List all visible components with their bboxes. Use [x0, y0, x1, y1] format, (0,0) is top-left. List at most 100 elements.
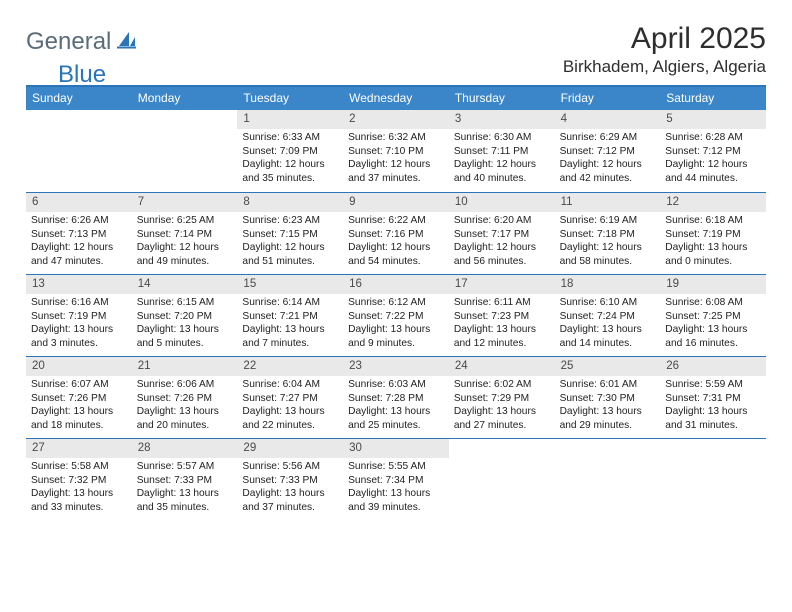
day-cell: 5Sunrise: 6:28 AMSunset: 7:12 PMDaylight…	[660, 110, 766, 192]
day-content: Sunrise: 6:18 AMSunset: 7:19 PMDaylight:…	[660, 212, 766, 272]
sunrise-line: Sunrise: 6:18 AM	[665, 214, 761, 227]
day-content: Sunrise: 6:23 AMSunset: 7:15 PMDaylight:…	[237, 212, 343, 272]
sunset-line: Sunset: 7:15 PM	[242, 228, 338, 241]
day-content: Sunrise: 5:56 AMSunset: 7:33 PMDaylight:…	[237, 458, 343, 518]
day-cell: 8Sunrise: 6:23 AMSunset: 7:15 PMDaylight…	[237, 193, 343, 274]
daylight-line: Daylight: 13 hours and 27 minutes.	[454, 405, 550, 432]
day-content: Sunrise: 6:29 AMSunset: 7:12 PMDaylight:…	[555, 129, 661, 189]
sunset-line: Sunset: 7:10 PM	[348, 145, 444, 158]
day-cell: 24Sunrise: 6:02 AMSunset: 7:29 PMDayligh…	[449, 357, 555, 438]
week-row: 6Sunrise: 6:26 AMSunset: 7:13 PMDaylight…	[26, 192, 766, 274]
sunset-line: Sunset: 7:32 PM	[31, 474, 127, 487]
day-cell: 11Sunrise: 6:19 AMSunset: 7:18 PMDayligh…	[555, 193, 661, 274]
sunrise-line: Sunrise: 6:03 AM	[348, 378, 444, 391]
sunset-line: Sunset: 7:30 PM	[560, 392, 656, 405]
sunrise-line: Sunrise: 6:08 AM	[665, 296, 761, 309]
day-cell: 17Sunrise: 6:11 AMSunset: 7:23 PMDayligh…	[449, 275, 555, 356]
day-cell: 25Sunrise: 6:01 AMSunset: 7:30 PMDayligh…	[555, 357, 661, 438]
daylight-line: Daylight: 12 hours and 42 minutes.	[560, 158, 656, 185]
day-content: Sunrise: 6:22 AMSunset: 7:16 PMDaylight:…	[343, 212, 449, 272]
month-title: April 2025	[563, 22, 766, 55]
daylight-line: Daylight: 13 hours and 29 minutes.	[560, 405, 656, 432]
sunrise-line: Sunrise: 6:32 AM	[348, 131, 444, 144]
header: General April 2025 Birkhadem, Algiers, A…	[26, 22, 766, 77]
day-number: 7	[132, 193, 238, 212]
sunset-line: Sunset: 7:23 PM	[454, 310, 550, 323]
sunset-line: Sunset: 7:12 PM	[665, 145, 761, 158]
weeks-container: 1Sunrise: 6:33 AMSunset: 7:09 PMDaylight…	[26, 110, 766, 520]
day-cell	[555, 439, 661, 520]
daylight-line: Daylight: 13 hours and 35 minutes.	[137, 487, 233, 514]
day-content: Sunrise: 6:08 AMSunset: 7:25 PMDaylight:…	[660, 294, 766, 354]
day-number: 19	[660, 275, 766, 294]
day-number: 14	[132, 275, 238, 294]
day-number: 12	[660, 193, 766, 212]
day-number: 1	[237, 110, 343, 129]
day-content: Sunrise: 5:59 AMSunset: 7:31 PMDaylight:…	[660, 376, 766, 436]
logo: General	[26, 22, 140, 56]
day-number: 23	[343, 357, 449, 376]
day-cell: 14Sunrise: 6:15 AMSunset: 7:20 PMDayligh…	[132, 275, 238, 356]
daylight-line: Daylight: 13 hours and 20 minutes.	[137, 405, 233, 432]
title-block: April 2025 Birkhadem, Algiers, Algeria	[563, 22, 766, 77]
day-number: 22	[237, 357, 343, 376]
page-root: General April 2025 Birkhadem, Algiers, A…	[0, 0, 792, 540]
daylight-line: Daylight: 12 hours and 35 minutes.	[242, 158, 338, 185]
day-number: 27	[26, 439, 132, 458]
weekday-header: Monday	[132, 87, 238, 110]
day-number: 20	[26, 357, 132, 376]
weekday-header: Thursday	[449, 87, 555, 110]
location: Birkhadem, Algiers, Algeria	[563, 57, 766, 77]
day-content: Sunrise: 6:01 AMSunset: 7:30 PMDaylight:…	[555, 376, 661, 436]
sunrise-line: Sunrise: 6:16 AM	[31, 296, 127, 309]
sunrise-line: Sunrise: 6:12 AM	[348, 296, 444, 309]
week-row: 13Sunrise: 6:16 AMSunset: 7:19 PMDayligh…	[26, 274, 766, 356]
daylight-line: Daylight: 12 hours and 40 minutes.	[454, 158, 550, 185]
day-content: Sunrise: 6:32 AMSunset: 7:10 PMDaylight:…	[343, 129, 449, 189]
day-content: Sunrise: 6:26 AMSunset: 7:13 PMDaylight:…	[26, 212, 132, 272]
calendar: SundayMondayTuesdayWednesdayThursdayFrid…	[26, 85, 766, 520]
day-content: Sunrise: 6:28 AMSunset: 7:12 PMDaylight:…	[660, 129, 766, 189]
day-cell	[449, 439, 555, 520]
day-cell: 29Sunrise: 5:56 AMSunset: 7:33 PMDayligh…	[237, 439, 343, 520]
daylight-line: Daylight: 13 hours and 9 minutes.	[348, 323, 444, 350]
sunset-line: Sunset: 7:33 PM	[242, 474, 338, 487]
day-content: Sunrise: 6:16 AMSunset: 7:19 PMDaylight:…	[26, 294, 132, 354]
day-content: Sunrise: 6:15 AMSunset: 7:20 PMDaylight:…	[132, 294, 238, 354]
daylight-line: Daylight: 13 hours and 0 minutes.	[665, 241, 761, 268]
day-number: 16	[343, 275, 449, 294]
day-number: 4	[555, 110, 661, 129]
day-content: Sunrise: 6:14 AMSunset: 7:21 PMDaylight:…	[237, 294, 343, 354]
sunset-line: Sunset: 7:17 PM	[454, 228, 550, 241]
daylight-line: Daylight: 13 hours and 22 minutes.	[242, 405, 338, 432]
sunrise-line: Sunrise: 6:28 AM	[665, 131, 761, 144]
weekday-header-row: SundayMondayTuesdayWednesdayThursdayFrid…	[26, 87, 766, 110]
daylight-line: Daylight: 13 hours and 7 minutes.	[242, 323, 338, 350]
daylight-line: Daylight: 12 hours and 37 minutes.	[348, 158, 444, 185]
daylight-line: Daylight: 13 hours and 12 minutes.	[454, 323, 550, 350]
daylight-line: Daylight: 12 hours and 44 minutes.	[665, 158, 761, 185]
day-number: 21	[132, 357, 238, 376]
day-content: Sunrise: 6:19 AMSunset: 7:18 PMDaylight:…	[555, 212, 661, 272]
day-number: 10	[449, 193, 555, 212]
daylight-line: Daylight: 12 hours and 54 minutes.	[348, 241, 444, 268]
sunrise-line: Sunrise: 5:58 AM	[31, 460, 127, 473]
day-cell: 20Sunrise: 6:07 AMSunset: 7:26 PMDayligh…	[26, 357, 132, 438]
sunset-line: Sunset: 7:19 PM	[665, 228, 761, 241]
day-cell	[132, 110, 238, 192]
daylight-line: Daylight: 12 hours and 47 minutes.	[31, 241, 127, 268]
day-number: 2	[343, 110, 449, 129]
day-number: 26	[660, 357, 766, 376]
weekday-header: Saturday	[660, 87, 766, 110]
day-cell: 7Sunrise: 6:25 AMSunset: 7:14 PMDaylight…	[132, 193, 238, 274]
day-cell: 3Sunrise: 6:30 AMSunset: 7:11 PMDaylight…	[449, 110, 555, 192]
day-cell: 4Sunrise: 6:29 AMSunset: 7:12 PMDaylight…	[555, 110, 661, 192]
daylight-line: Daylight: 13 hours and 14 minutes.	[560, 323, 656, 350]
day-cell: 16Sunrise: 6:12 AMSunset: 7:22 PMDayligh…	[343, 275, 449, 356]
day-number: 9	[343, 193, 449, 212]
day-cell: 10Sunrise: 6:20 AMSunset: 7:17 PMDayligh…	[449, 193, 555, 274]
sunrise-line: Sunrise: 6:02 AM	[454, 378, 550, 391]
day-cell: 27Sunrise: 5:58 AMSunset: 7:32 PMDayligh…	[26, 439, 132, 520]
day-number: 18	[555, 275, 661, 294]
sunrise-line: Sunrise: 6:10 AM	[560, 296, 656, 309]
